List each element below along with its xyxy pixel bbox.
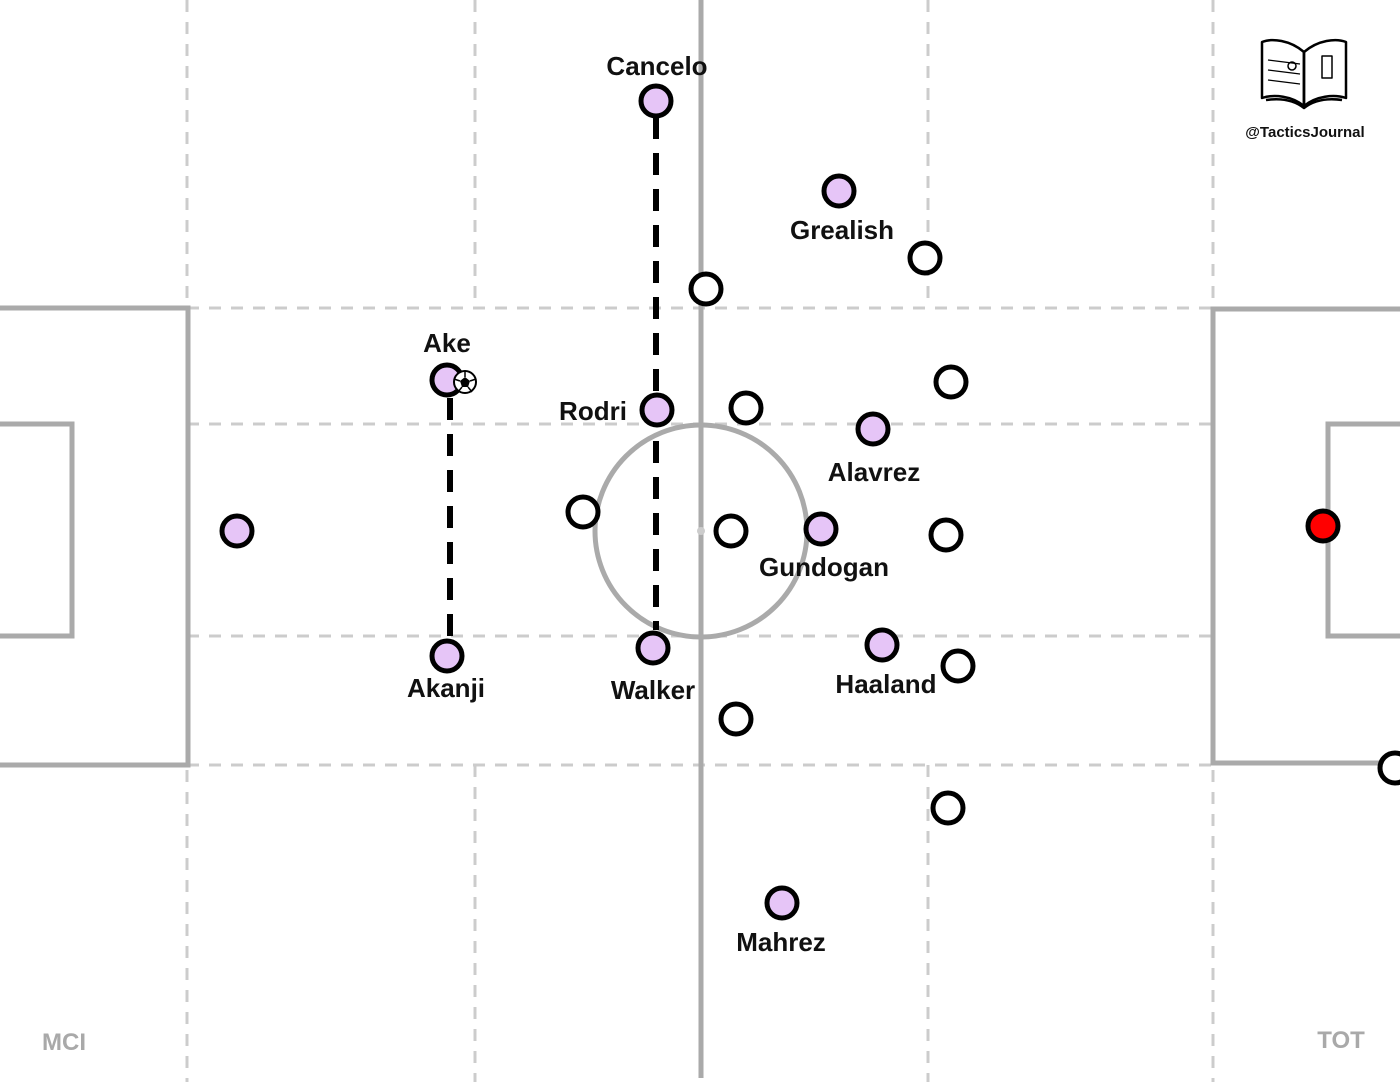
player-mahrez bbox=[764, 885, 800, 921]
away-goalkeeper bbox=[1305, 508, 1341, 544]
player-label-walker: Walker bbox=[611, 675, 695, 705]
player-label-cancelo: Cancelo bbox=[606, 51, 707, 81]
player-rodri bbox=[639, 392, 675, 428]
player-label-rodri: Rodri bbox=[559, 396, 627, 426]
opponent-marker-2 bbox=[907, 240, 943, 276]
home-players: Cancelo Grealish Ake Rodri Alavrez Gundo… bbox=[219, 51, 1341, 957]
opponent-players bbox=[565, 240, 1400, 826]
opponent-marker-1 bbox=[688, 271, 724, 307]
player-label-haaland: Haaland bbox=[835, 669, 936, 699]
home-team-label: MCI bbox=[42, 1029, 86, 1056]
player-akanji bbox=[429, 638, 465, 674]
opponent-marker-9 bbox=[718, 701, 754, 737]
opponent-marker-8 bbox=[940, 648, 976, 684]
centre-spot bbox=[697, 527, 705, 535]
link-lines bbox=[447, 117, 659, 640]
opponent-marker-4 bbox=[728, 390, 764, 426]
open-book-pitch-icon bbox=[1260, 38, 1348, 110]
left-six-yard-box bbox=[0, 421, 75, 639]
opponent-marker-3 bbox=[933, 364, 969, 400]
player-grealish bbox=[821, 173, 857, 209]
opponent-marker-6 bbox=[713, 513, 749, 549]
opponent-marker-11 bbox=[1377, 750, 1400, 786]
player-cancelo bbox=[638, 83, 674, 119]
player-label-mahrez: Mahrez bbox=[736, 927, 826, 957]
player-label-gundogan: Gundogan bbox=[759, 552, 889, 582]
opponent-marker-10 bbox=[930, 790, 966, 826]
left-penalty-area bbox=[0, 305, 191, 768]
home-goalkeeper bbox=[219, 513, 255, 549]
player-walker bbox=[635, 630, 671, 666]
opponent-marker-7 bbox=[928, 517, 964, 553]
player-gundogan bbox=[803, 511, 839, 547]
away-team-label: TOT bbox=[1317, 1027, 1365, 1054]
player-alavrez bbox=[855, 411, 891, 447]
opponent-marker-5 bbox=[565, 494, 601, 530]
player-haaland bbox=[864, 627, 900, 663]
player-label-alavrez: Alavrez bbox=[828, 457, 921, 487]
brand-handle: @TacticsJournal bbox=[1245, 124, 1364, 141]
ball-icon bbox=[453, 370, 477, 394]
player-label-grealish: Grealish bbox=[790, 215, 894, 245]
right-penalty-area bbox=[1210, 306, 1400, 766]
player-label-akanji: Akanji bbox=[407, 673, 485, 703]
player-label-ake: Ake bbox=[423, 328, 471, 358]
